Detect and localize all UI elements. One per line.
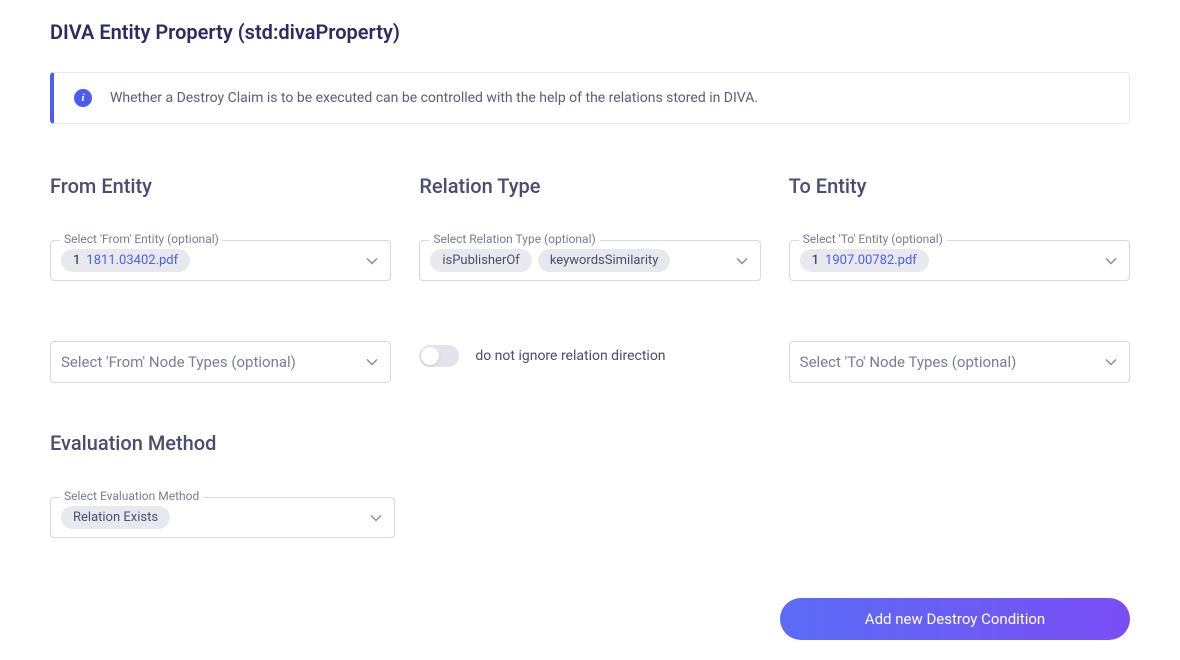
columns-row-1: From Entity Select 'From' Entity (option… — [50, 174, 1130, 383]
relation-type-select[interactable]: isPublisherOf keywordsSimilarity — [419, 240, 760, 281]
from-node-types-select[interactable]: Select 'From' Node Types (optional) — [50, 341, 391, 383]
chevron-down-icon — [366, 358, 378, 366]
to-entity-chip-text: 1907.00782.pdf — [825, 253, 917, 268]
toggle-knob — [421, 347, 439, 365]
from-entity-field: Select 'From' Entity (optional) 1 1811.0… — [50, 240, 391, 281]
from-node-types-placeholder: Select 'From' Node Types (optional) — [61, 353, 296, 371]
to-entity-label: Select 'To' Entity (optional) — [799, 232, 947, 246]
evaluation-heading: Evaluation Method — [50, 431, 395, 455]
from-entity-label: Select 'From' Entity (optional) — [60, 232, 223, 246]
evaluation-method-chip[interactable]: Relation Exists — [61, 506, 170, 529]
relation-type-heading: Relation Type — [419, 174, 760, 198]
relation-direction-toggle[interactable] — [419, 345, 459, 367]
add-destroy-condition-button[interactable]: Add new Destroy Condition — [780, 598, 1130, 640]
evaluation-method-field: Select Evaluation Method Relation Exists — [50, 497, 395, 538]
to-node-types-select[interactable]: Select 'To' Node Types (optional) — [789, 341, 1130, 383]
evaluation-method-select[interactable]: Relation Exists — [50, 497, 395, 538]
page-title: DIVA Entity Property (std:divaProperty) — [50, 20, 1130, 44]
to-node-types-placeholder: Select 'To' Node Types (optional) — [800, 353, 1017, 371]
info-text: Whether a Destroy Claim is to be execute… — [110, 90, 758, 106]
to-entity-select[interactable]: 1 1907.00782.pdf — [789, 240, 1130, 281]
to-entity-chip-count: 1 — [812, 253, 819, 268]
chevron-down-icon — [736, 257, 748, 265]
from-entity-chip[interactable]: 1 1811.03402.pdf — [61, 249, 190, 272]
relation-type-chip-1[interactable]: isPublisherOf — [430, 249, 532, 272]
to-entity-column: To Entity Select 'To' Entity (optional) … — [789, 174, 1130, 383]
from-entity-heading: From Entity — [50, 174, 391, 198]
to-entity-heading: To Entity — [789, 174, 1130, 198]
to-node-types-field: Select 'To' Node Types (optional) — [789, 341, 1130, 383]
from-entity-chip-text: 1811.03402.pdf — [86, 253, 178, 268]
relation-type-chip-2[interactable]: keywordsSimilarity — [538, 249, 671, 272]
from-node-types-field: Select 'From' Node Types (optional) — [50, 341, 391, 383]
info-banner: i Whether a Destroy Claim is to be execu… — [50, 72, 1130, 124]
to-entity-chip[interactable]: 1 1907.00782.pdf — [800, 249, 929, 272]
evaluation-section: Evaluation Method Select Evaluation Meth… — [50, 431, 395, 538]
info-icon: i — [74, 89, 92, 107]
from-entity-chip-count: 1 — [73, 253, 80, 268]
evaluation-method-label: Select Evaluation Method — [60, 489, 203, 503]
chevron-down-icon — [1105, 358, 1117, 366]
chevron-down-icon — [366, 257, 378, 265]
from-entity-select[interactable]: 1 1811.03402.pdf — [50, 240, 391, 281]
from-entity-column: From Entity Select 'From' Entity (option… — [50, 174, 391, 383]
relation-direction-toggle-label: do not ignore relation direction — [475, 348, 665, 364]
to-entity-field: Select 'To' Entity (optional) 1 1907.007… — [789, 240, 1130, 281]
relation-direction-toggle-row: do not ignore relation direction — [419, 341, 760, 367]
chevron-down-icon — [1105, 257, 1117, 265]
chevron-down-icon — [370, 514, 382, 522]
relation-type-label: Select Relation Type (optional) — [429, 232, 599, 246]
footer: Add new Destroy Condition — [50, 598, 1130, 640]
relation-type-field: Select Relation Type (optional) isPublis… — [419, 240, 760, 281]
relation-type-column: Relation Type Select Relation Type (opti… — [419, 174, 760, 383]
